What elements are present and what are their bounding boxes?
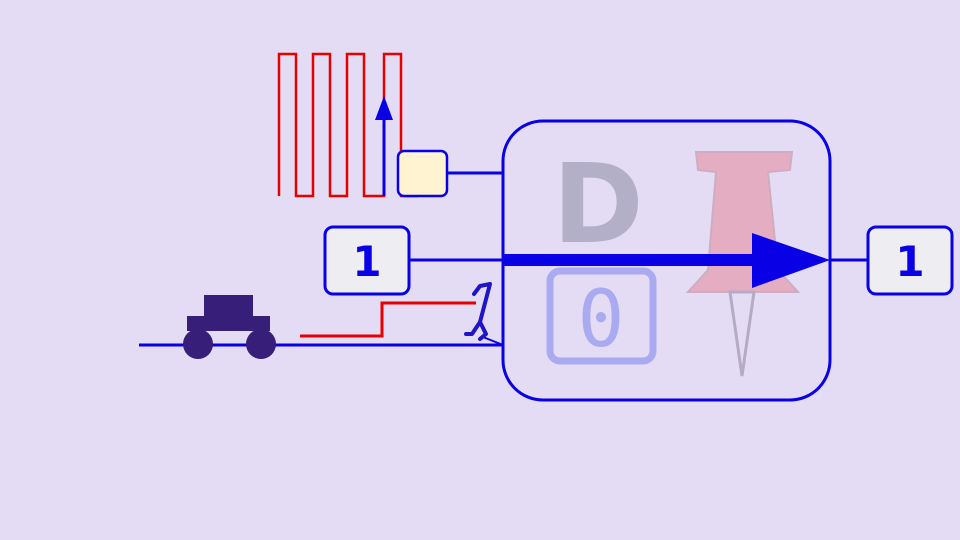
stored-value-label: 0 bbox=[578, 275, 625, 365]
stored-value-display: 0 bbox=[546, 267, 657, 365]
clock-port[interactable] bbox=[396, 149, 449, 198]
latch-letter: D bbox=[552, 140, 643, 268]
clock-square-wave-icon bbox=[277, 52, 418, 198]
enable-tick bbox=[482, 336, 504, 346]
output-value-label: 1 bbox=[895, 237, 924, 286]
input-value-label: 1 bbox=[352, 237, 381, 286]
step-signal-icon bbox=[300, 282, 492, 341]
pushbutton-icon[interactable] bbox=[183, 295, 276, 359]
input-value-box[interactable]: 1 bbox=[323, 225, 411, 296]
output-value-box: 1 bbox=[866, 225, 954, 296]
clock-up-arrow-icon bbox=[375, 96, 393, 196]
arrow-icon bbox=[503, 233, 830, 288]
